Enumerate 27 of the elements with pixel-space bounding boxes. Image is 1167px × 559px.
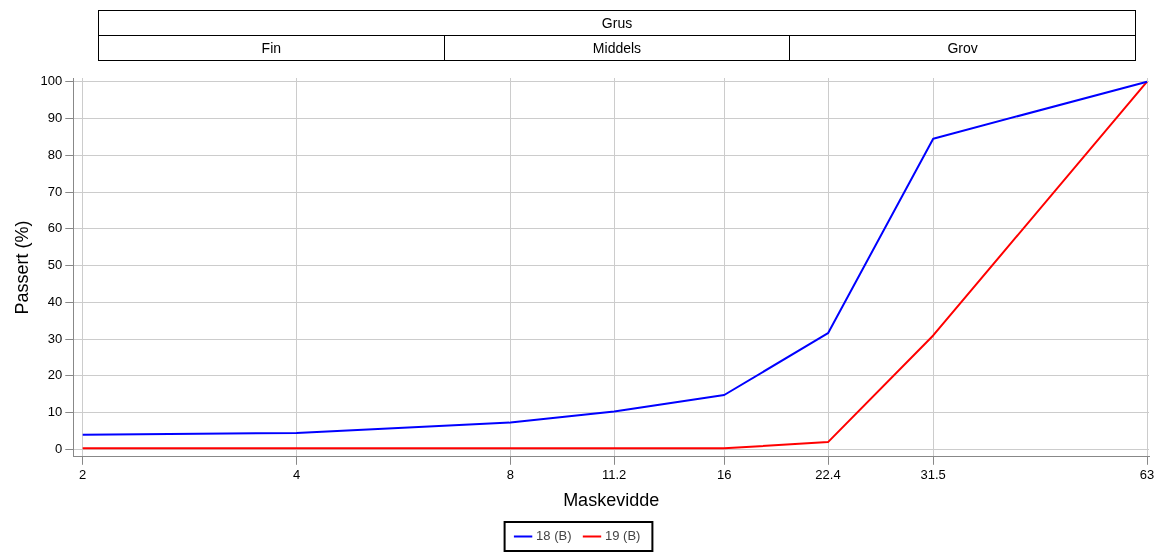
- y-tick-label: 50: [47, 257, 63, 273]
- text: Fin: [98, 35, 445, 61]
- y-tick-label: 100: [40, 73, 63, 89]
- chart-title: Grus: [98, 10, 1136, 36]
- x-axis-title: Maskevidde: [563, 490, 660, 511]
- y-axis-title: Passert (%): [11, 220, 32, 315]
- y-tick-label: 90: [47, 110, 63, 126]
- y-tick-label: 0: [55, 441, 63, 457]
- y-tick-label: 30: [47, 330, 63, 346]
- x-tick-label: 2: [79, 467, 87, 483]
- x-tick-label: 63: [1139, 467, 1155, 483]
- legend-label: 19 (B): [605, 528, 641, 544]
- text: Grov: [789, 35, 1136, 61]
- y-tick-label: 40: [47, 293, 63, 309]
- y-tick-label: 20: [47, 367, 63, 383]
- y-tick-label: 70: [47, 183, 63, 199]
- x-tick-label: 4: [292, 467, 301, 483]
- x-tick-label: 11.2: [602, 467, 627, 483]
- legend-label: 18 (B): [536, 528, 572, 544]
- y-tick-label: 10: [47, 404, 63, 420]
- x-tick-label: 22.4: [815, 467, 841, 483]
- x-tick-label: 8: [506, 467, 514, 483]
- y-tick-label: 60: [47, 220, 63, 236]
- x-tick-label: 31.5: [920, 467, 946, 483]
- text: Middels: [444, 35, 790, 61]
- x-tick-label: 16: [716, 467, 732, 483]
- y-tick-label: 80: [47, 146, 63, 162]
